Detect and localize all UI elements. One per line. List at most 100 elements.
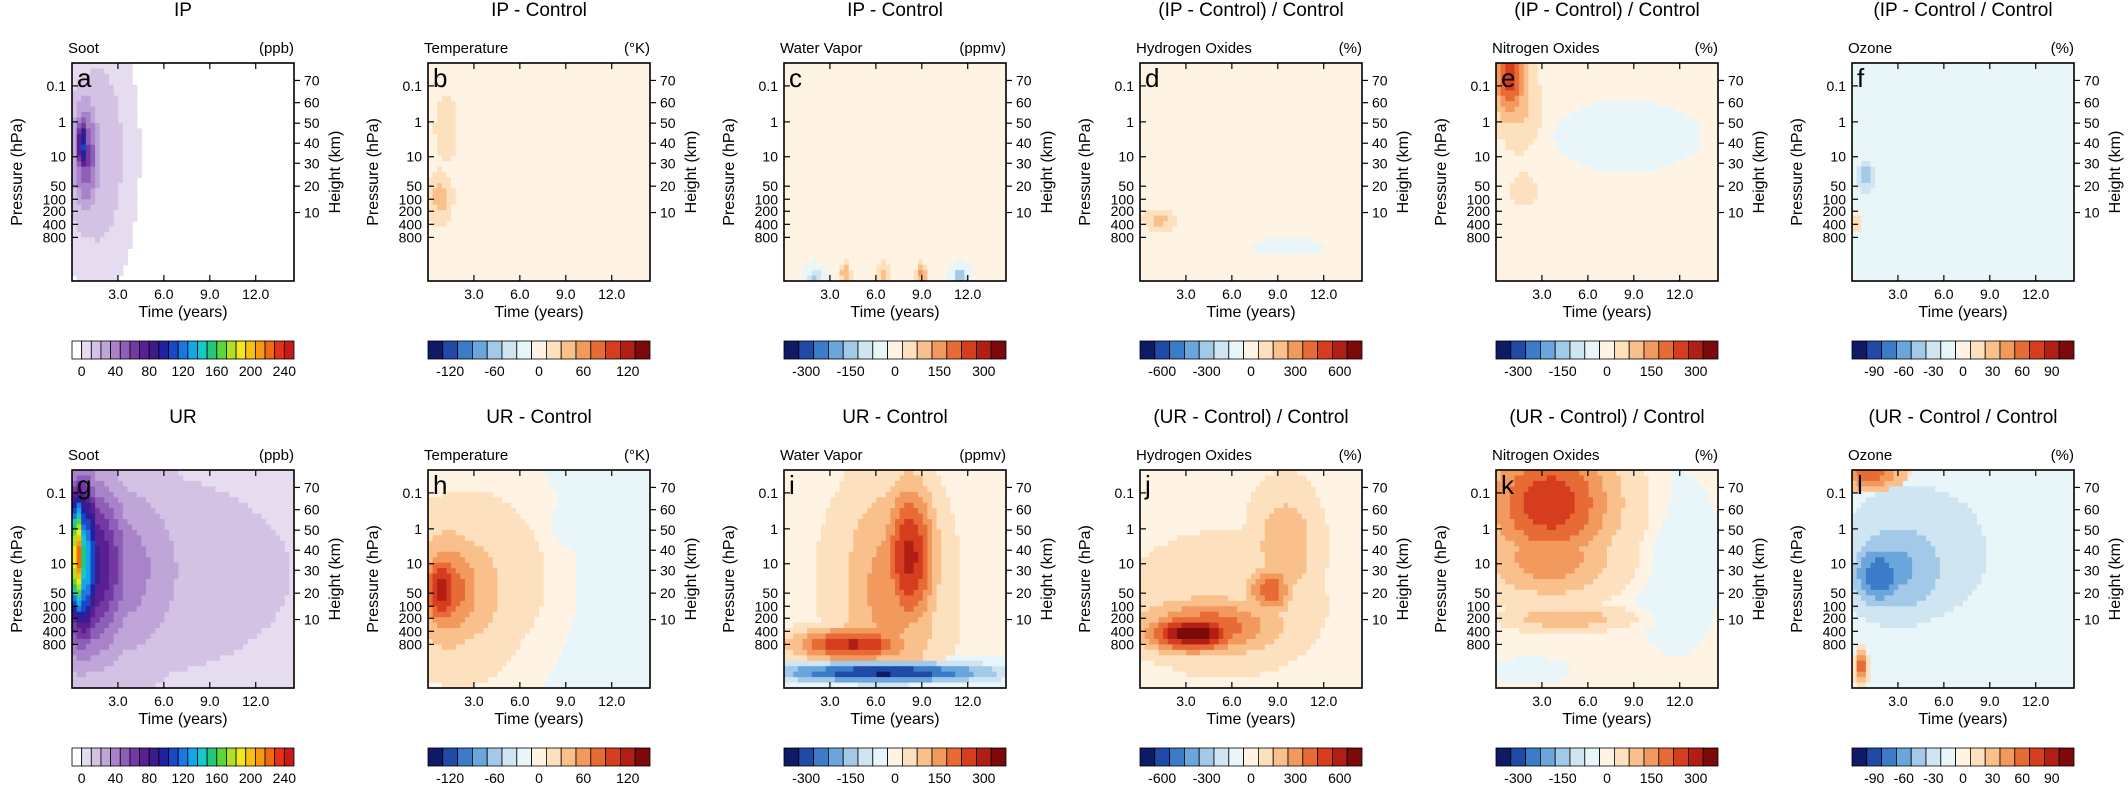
heatmap-cell [118,270,124,277]
heatmap-cell [446,155,452,162]
heatmap-cell [483,172,489,179]
heatmap-cell [830,248,836,255]
heatmap-cell [1144,182,1150,189]
heatmap-cell [455,253,461,260]
heatmap-cell [955,226,961,233]
heatmap-cell [830,259,836,266]
heatmap-cell [451,117,457,124]
heatmap-cell [599,106,605,113]
heatmap-cell [821,199,827,206]
heatmap-cell [996,199,1002,206]
heatmap-cell [113,259,119,266]
heatmap-cell [488,139,494,146]
heatmap-cell [945,237,952,244]
heatmap-cell [95,177,101,184]
heatmap-cell [1163,155,1169,162]
heatmap-cell [881,112,887,119]
heatmap-cell [603,133,609,140]
heatmap-cell [118,112,124,119]
heatmap-cell [122,128,129,135]
heatmap-cell [585,172,591,179]
heatmap-cell [969,106,975,113]
heatmap-cell [451,182,457,189]
heatmap-cell [76,226,82,233]
heatmap-cell [109,226,115,233]
heatmap-cell [788,68,794,75]
heatmap-cell [502,177,508,184]
heatmap-cell [478,199,485,206]
heatmap-cell [825,139,831,146]
heatmap-cell [950,177,956,184]
heatmap-cell [483,210,489,217]
heatmap-cell [626,101,633,108]
heatmap-cell [927,275,933,282]
heatmap-cell [99,259,105,266]
heatmap-cell [784,68,790,75]
heatmap-cell [927,204,933,211]
heatmap-cell [862,259,868,266]
heatmap-cell [631,112,637,119]
heatmap-cell [132,84,138,91]
heatmap-cell [608,90,614,97]
heatmap-cell [492,155,498,162]
heatmap-cell [594,182,600,189]
heatmap-cell [76,215,82,222]
heatmap-cell [1172,177,1178,184]
heatmap-cell [1158,63,1164,70]
heatmap-cell [622,106,628,113]
heatmap-cell [932,221,938,228]
heatmap-cell [969,177,975,184]
heatmap-cell [645,133,651,140]
heatmap-cell [617,264,623,271]
heatmap-cell [1149,150,1155,157]
heatmap-cell [964,270,970,277]
heatmap-cell [122,117,129,124]
heatmap-cell [562,188,568,195]
heatmap-cell [506,248,512,255]
heatmap-cell [72,270,78,277]
heatmap-cell [908,166,915,173]
heatmap-cell [478,248,485,255]
heatmap-cell [626,139,633,146]
heatmap-cell [515,79,522,86]
y2-tick-label: 60 [304,95,320,111]
heatmap-cell [978,122,984,129]
heatmap-cell [982,166,989,173]
heatmap-cell [844,237,850,244]
heatmap-cell [1144,150,1150,157]
heatmap-cell [904,210,910,217]
heatmap-cell [636,122,642,129]
heatmap-cell [539,79,545,86]
heatmap-cell [543,215,549,222]
heatmap-cell [85,139,92,146]
heatmap-cell [132,188,138,195]
heatmap-cell [839,68,845,75]
heatmap-cell [908,112,915,119]
heatmap-cell [118,144,124,151]
heatmap-cell [816,231,822,238]
heatmap-cell [1167,144,1173,151]
heatmap-cell [571,248,577,255]
heatmap-cell [788,264,794,271]
heatmap-cell [589,155,596,162]
heatmap-cell [1167,73,1173,80]
heatmap-cell [816,112,822,119]
heatmap-cell [918,193,924,200]
heatmap-cell [959,79,965,86]
heatmap-cell [996,144,1002,151]
heatmap-cell [483,128,489,135]
heatmap-cell [918,237,924,244]
heatmap-cell [599,63,605,70]
heatmap-cell [797,166,804,173]
heatmap-cell [955,210,961,217]
heatmap-cell [636,106,642,113]
heatmap-cell [784,253,790,260]
heatmap-cell [1167,210,1173,217]
heatmap-cell [871,242,878,249]
heatmap-cell [529,270,535,277]
heatmap-cell [640,84,646,91]
heatmap-cell [95,199,101,206]
heatmap-cell [862,144,868,151]
heatmap-cell [502,95,508,102]
heatmap-cell [941,133,947,140]
